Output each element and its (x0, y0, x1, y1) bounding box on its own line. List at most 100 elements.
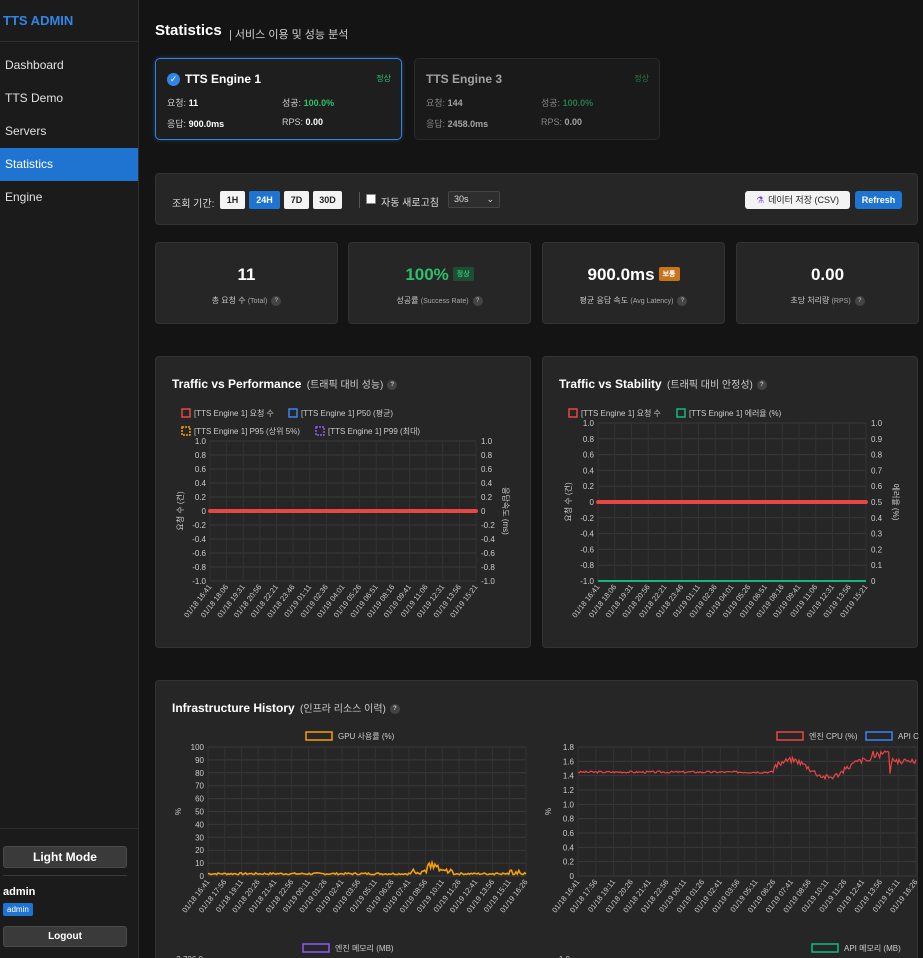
kpi-value-wrap: 100% 정상 (349, 265, 530, 285)
help-icon[interactable]: ? (472, 295, 483, 306)
sidebar-item-dashboard[interactable]: Dashboard (5, 58, 64, 72)
interval-select[interactable]: 30s ⌄ (448, 191, 500, 208)
kpi-rps: 0.00 초당 처리량 (RPS)? (736, 242, 919, 324)
y2-tick-label: 0.2 (871, 545, 883, 554)
engine-rps: RPS: 0.00 (282, 117, 324, 127)
help-icon[interactable]: ? (854, 295, 865, 306)
y-tick-label: 40 (195, 820, 204, 829)
legend-label: API 메모리 (MB) (844, 944, 901, 953)
logout-button[interactable]: Logout (3, 926, 127, 947)
y-tick-label: 1.0 (583, 419, 595, 428)
y-tick-label: 0.2 (563, 858, 575, 867)
kpi-total-requests: 11 총 요청 수 (Total)? (155, 242, 338, 324)
y-tick-label: -1.0 (580, 577, 594, 586)
range-label: 조회 기간: (172, 199, 215, 210)
engine-latency: 응답: 2458.0ms (426, 119, 489, 129)
legend-label: GPU 사용률 (%) (338, 732, 395, 741)
legend-swatch (865, 731, 893, 741)
legend-swatch (315, 426, 325, 436)
engine-card-3[interactable]: TTS Engine 3 정상 요청: 144 성공: 100.0% 응답: 2… (414, 58, 660, 140)
refresh-button[interactable]: Refresh (855, 191, 902, 209)
sidebar-item-statistics[interactable]: Statistics (0, 148, 138, 181)
engine-name: TTS Engine 3 (426, 72, 503, 86)
help-icon[interactable]: ? (271, 295, 282, 306)
y2-tick-label: 1.0 (481, 437, 493, 446)
y-tick-label: 10 (195, 859, 204, 868)
sidebar-item-servers[interactable]: Servers (5, 124, 47, 138)
y-tick-label: 0.6 (563, 829, 575, 838)
light-mode-button[interactable]: Light Mode (3, 846, 127, 868)
y-tick-label: 1.4 (563, 772, 575, 781)
sidebar: TTS ADMIN Dashboard TTS Demo Servers Sta… (0, 0, 139, 958)
divider (3, 875, 127, 876)
help-icon[interactable]: ? (677, 295, 688, 306)
y2-tick-label: 0.4 (481, 479, 493, 488)
range-1h-button[interactable]: 1H (220, 191, 245, 209)
filter-bar: 조회 기간: 1H 24H 7D 30D 자동 새로고침 30s ⌄ ⚗ 데이터 … (155, 173, 918, 225)
y-tick-label: 0.4 (195, 479, 207, 488)
brand-logo[interactable]: TTS ADMIN (0, 0, 138, 42)
legend-label: [TTS Engine 1] P50 (평균) (301, 408, 393, 418)
engine-success: 성공: 100.0% (541, 98, 594, 108)
sidebar-nav: Dashboard TTS Demo Servers Statistics En… (0, 49, 138, 214)
y-tick-label: 90 (195, 756, 204, 765)
legend-label: API CPU (%) (898, 732, 919, 741)
y-tick-label: -0.4 (192, 535, 206, 544)
y2-axis-label: 응답속도 (ms) (501, 487, 511, 535)
legend-swatch (181, 426, 191, 436)
kpi-label: 총 요청 수 (Total)? (156, 295, 337, 306)
y2-tick-label: 0.2 (481, 493, 493, 502)
engine-status: 정상 (376, 74, 391, 83)
legend-label: [TTS Engine 1] P95 (상위 5%) (194, 426, 300, 436)
legend-label: 엔진 메모리 (MB) (335, 943, 394, 953)
y-tick-label: 0 (590, 498, 595, 507)
range-30d-button[interactable]: 30D (313, 191, 342, 209)
panel-title: Infrastructure History (인프라 리소스 이력)? (172, 700, 400, 715)
y-tick-label: 0.2 (195, 493, 207, 502)
csv-export-button[interactable]: ⚗ 데이터 저장 (CSV) (745, 191, 850, 209)
user-name: admin (3, 886, 36, 898)
page-subtitle: | 서비스 이용 및 성능 분석 (229, 29, 349, 41)
help-icon[interactable]: ? (389, 703, 400, 714)
y2-tick-label: 0.9 (871, 435, 883, 444)
sidebar-item-engine[interactable]: Engine (5, 190, 43, 204)
y2-tick-label: 0.3 (871, 530, 883, 539)
y-tick-label: 70 (195, 782, 204, 791)
y-tick-label: 1.8 (563, 743, 575, 752)
series-line-gpu (207, 859, 527, 876)
check-circle-icon: ✓ (167, 72, 180, 86)
y2-tick-label: 0 (871, 577, 876, 586)
kpi-value: 0.00 (810, 265, 845, 284)
auto-refresh-checkbox[interactable] (366, 194, 376, 204)
help-icon[interactable]: ? (387, 379, 398, 390)
sidebar-item-tts-demo[interactable]: TTS Demo (5, 91, 64, 105)
kpi-label: 평균 응답 속도 (Avg Latency)? (543, 295, 724, 306)
y2-tick-label: 0.6 (481, 465, 493, 474)
y2-tick-label: 0.4 (871, 514, 883, 523)
y2-tick-label: 0.8 (481, 451, 493, 460)
y-tick-label: 0.2 (583, 482, 595, 491)
engine-card-1[interactable]: ✓ TTS Engine 1 정상 요청: 11 성공: 100.0% 응답: … (155, 58, 402, 140)
legend-swatch (776, 731, 804, 741)
interval-value: 30s (454, 194, 469, 204)
chevron-down-icon: ⌄ (486, 194, 494, 204)
engine-card-title: TTS Engine 3 (426, 72, 502, 86)
y-tick-label: 0.6 (583, 451, 595, 460)
y2-tick-label: 0.7 (871, 466, 883, 475)
y-tick-label: -0.6 (192, 549, 206, 558)
y-tick-label: 0.8 (583, 435, 595, 444)
y2-tick-label: 0 (481, 507, 486, 516)
kpi-avg-latency: 900.0ms 보통 평균 응답 속도 (Avg Latency)? (542, 242, 725, 324)
legend-swatch (302, 943, 330, 953)
y-tick-label: 0.8 (195, 451, 207, 460)
range-24h-button[interactable]: 24H (249, 191, 280, 209)
traffic-stability-chart: [TTS Engine 1] 요청 수 [TTS Engine 1] 에러율 (%… (563, 408, 900, 619)
kpi-success-rate: 100% 정상 성공률 (Success Rate)? (348, 242, 531, 324)
y-tick-label: -0.2 (192, 521, 206, 530)
legend-swatch (288, 408, 298, 418)
divider (359, 192, 360, 208)
legend-label: [TTS Engine 1] 에러율 (%) (689, 409, 782, 418)
infrastructure-panel: Infrastructure History (인프라 리소스 이력)? GPU… (155, 680, 919, 958)
range-7d-button[interactable]: 7D (284, 191, 309, 209)
help-icon[interactable]: ? (756, 379, 767, 390)
